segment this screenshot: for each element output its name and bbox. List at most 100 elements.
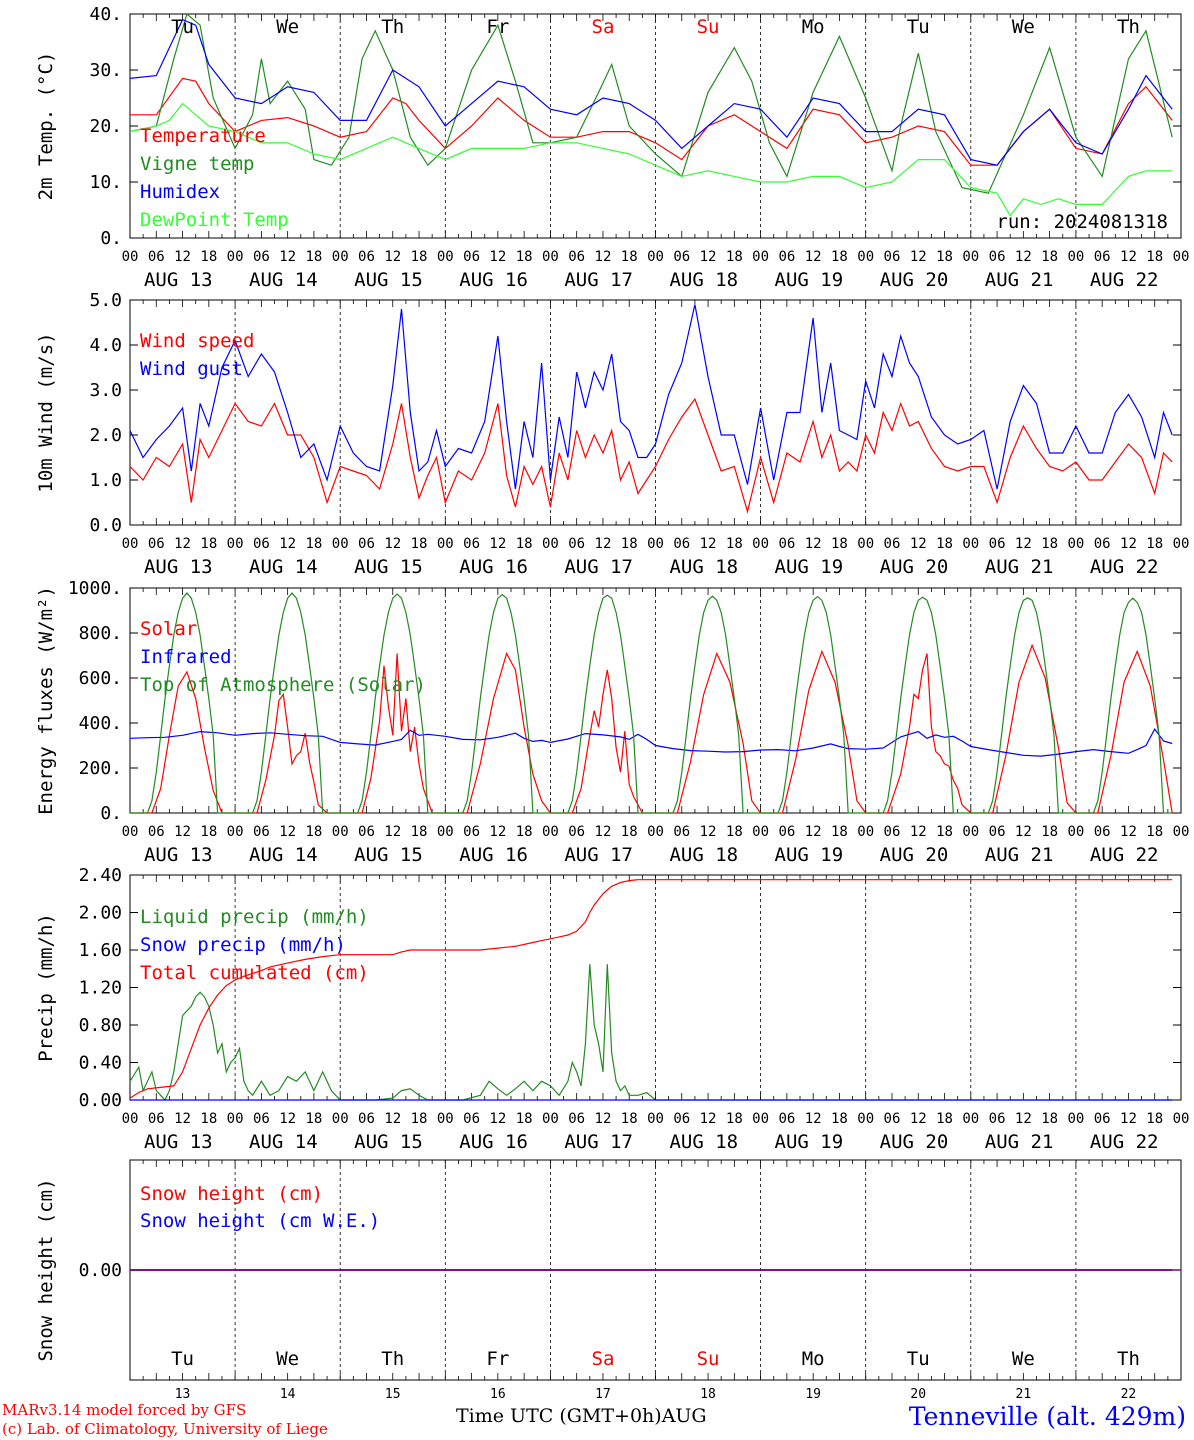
panel-temp (129, 12, 1182, 239)
wind-hour-label: 12 (174, 536, 191, 552)
temp-ytick-label: 30. (89, 60, 122, 81)
precip-series-0 (129, 964, 1173, 1102)
precip-ylabel: Precip (mm/h) (35, 913, 57, 1062)
snow-legend-1: Snow height (cm W.E.) (140, 1210, 380, 1232)
credit-line-1: MARv3.14 model forced by GFS (2, 1401, 247, 1419)
energy-date-label: AUG 22 (1090, 844, 1159, 866)
energy-hour-label: 18 (621, 824, 638, 840)
day-name-top: Th (1117, 16, 1140, 38)
wind-hour-label: 06 (1094, 536, 1111, 552)
energy-ytick-label: 800. (79, 623, 122, 644)
panel-wind (129, 299, 1182, 526)
snow-ylabel: Snow height (cm) (35, 1178, 57, 1361)
energy-hour-label: 12 (384, 824, 401, 840)
precip-hour-label: 12 (700, 1111, 717, 1127)
temp-ytick-label: 20. (89, 116, 122, 137)
day-number: 18 (700, 1387, 716, 1400)
temp-legend-3: DewPoint Temp (140, 209, 289, 231)
precip-legend-2: Total cumulated (cm) (140, 962, 369, 984)
precip-legend-0: Liquid precip (mm/h) (140, 906, 369, 928)
wind-hour-label: 06 (989, 536, 1006, 552)
temp-hour-label: 18 (200, 249, 217, 265)
energy-hour-label: 06 (778, 824, 795, 840)
temp-date-label: AUG 20 (880, 269, 949, 291)
energy-series-2 (130, 592, 1173, 814)
energy-hour-label: 00 (122, 824, 139, 840)
temp-hour-label: 00 (1067, 249, 1084, 265)
wind-hour-label: 00 (1067, 536, 1084, 552)
precip-hour-label: 00 (1067, 1111, 1084, 1127)
precip-hour-label: 06 (463, 1111, 480, 1127)
energy-hour-label: 18 (1146, 824, 1163, 840)
panel-energy (129, 587, 1182, 814)
snow-ytick-label: 0.00 (79, 1260, 122, 1281)
energy-hour-label: 18 (936, 824, 953, 840)
energy-hour-label: 12 (1015, 824, 1032, 840)
wind-hour-label: 00 (752, 536, 769, 552)
precip-hour-label: 12 (1120, 1111, 1137, 1127)
precip-hour-label: 06 (673, 1111, 690, 1127)
temp-hour-label: 00 (227, 249, 244, 265)
wind-hour-label: 00 (437, 536, 454, 552)
precip-hour-label: 18 (1041, 1111, 1058, 1127)
day-name-bottom: Fr (486, 1348, 509, 1370)
energy-hour-label: 12 (1120, 824, 1137, 840)
snow-legend-0: Snow height (cm) (140, 1183, 323, 1205)
precip-hour-label: 06 (253, 1111, 270, 1127)
precip-ytick-label: 2.40 (79, 865, 122, 886)
energy-hour-label: 06 (884, 824, 901, 840)
precip-hour-label-end: 00 (1173, 1111, 1190, 1127)
precip-hour-label: 12 (174, 1111, 191, 1127)
precip-hour-label: 12 (910, 1111, 927, 1127)
precip-hour-label: 18 (621, 1111, 638, 1127)
day-number: 17 (595, 1387, 611, 1400)
temp-hour-label: 12 (174, 249, 191, 265)
day-name-bottom: Su (697, 1348, 720, 1370)
x-axis-month: AUG (661, 1405, 707, 1427)
temp-hour-label-end: 00 (1173, 249, 1190, 265)
wind-date-label: AUG 15 (354, 556, 423, 578)
temp-series-2 (129, 18, 1173, 166)
day-name-bottom: We (276, 1348, 299, 1370)
wind-ytick-label: 5.0 (89, 290, 122, 311)
wind-date-label: AUG 16 (459, 556, 528, 578)
energy-hour-label: 12 (174, 824, 191, 840)
temp-legend-0: Temperature (140, 125, 266, 147)
precip-hour-label: 12 (805, 1111, 822, 1127)
wind-hour-label: 00 (857, 536, 874, 552)
precip-hour-label: 00 (122, 1111, 139, 1127)
precip-date-label: AUG 15 (354, 1131, 423, 1153)
precip-hour-label: 06 (358, 1111, 375, 1127)
precip-hour-label: 12 (279, 1111, 296, 1127)
energy-legend-1: Infrared (140, 646, 232, 668)
energy-date-label: AUG 20 (880, 844, 949, 866)
panel-precip (129, 874, 1182, 1102)
wind-hour-label: 18 (1146, 536, 1163, 552)
temp-hour-label: 18 (621, 249, 638, 265)
precip-hour-label: 06 (148, 1111, 165, 1127)
wind-hour-label: 06 (673, 536, 690, 552)
temp-hour-label: 18 (411, 249, 428, 265)
precip-series-2 (129, 879, 1173, 1099)
day-name-top: Tu (907, 16, 930, 38)
wind-hour-label: 12 (595, 536, 612, 552)
temp-date-label: AUG 13 (144, 269, 213, 291)
temp-hour-label: 00 (752, 249, 769, 265)
precip-date-label: AUG 19 (775, 1131, 844, 1153)
energy-hour-label: 06 (1094, 824, 1111, 840)
wind-date-label: AUG 22 (1090, 556, 1159, 578)
temp-hour-label: 06 (673, 249, 690, 265)
precip-hour-label: 00 (857, 1111, 874, 1127)
energy-hour-label: 18 (831, 824, 848, 840)
wind-date-label: AUG 14 (249, 556, 318, 578)
temp-hour-label: 12 (279, 249, 296, 265)
wind-hour-label: 12 (279, 536, 296, 552)
wind-date-label: AUG 19 (775, 556, 844, 578)
temp-hour-label: 18 (305, 249, 322, 265)
temp-legend-2: Humidex (140, 181, 220, 203)
day-name-bottom: Tu (171, 1348, 194, 1370)
day-number: 20 (910, 1387, 926, 1400)
wind-hour-label: 00 (962, 536, 979, 552)
wind-hour-label: 18 (621, 536, 638, 552)
temp-ylabel: 2m Temp. (°C) (35, 52, 57, 201)
